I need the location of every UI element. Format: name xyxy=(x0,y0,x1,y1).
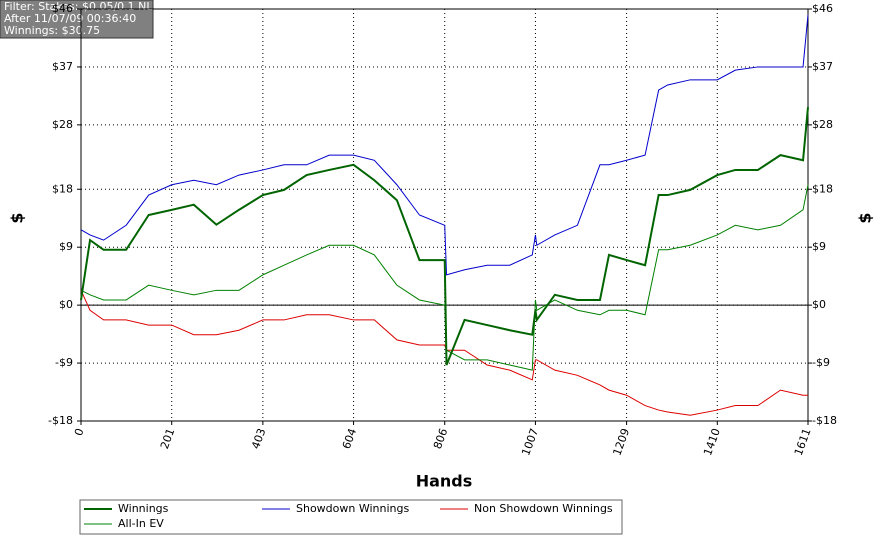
x-tick-label: 0 xyxy=(72,427,87,438)
y2-tick-label: $28 xyxy=(812,118,833,131)
y-tick-label: -$18 xyxy=(48,414,73,427)
y-tick-label: $18 xyxy=(52,182,73,195)
y2-tick-label: $18 xyxy=(812,182,833,195)
y2-tick-label: -$9 xyxy=(812,356,830,369)
legend-label: All-In EV xyxy=(118,517,164,530)
y2-tick-label: -$18 xyxy=(812,414,837,427)
legend-label: Showdown Winnings xyxy=(296,502,410,515)
y-tick-label: $46 xyxy=(52,2,73,15)
y2-axis-title: $ xyxy=(856,212,875,223)
filter-box xyxy=(0,0,154,39)
y-tick-label: $37 xyxy=(52,60,73,73)
x-tick-label: 201 xyxy=(158,427,177,451)
series-line xyxy=(80,14,809,276)
y-tick-label: -$9 xyxy=(55,356,73,369)
y-tick-label: $0 xyxy=(59,298,73,311)
legend-label: Winnings xyxy=(118,502,169,515)
x-tick-label: 604 xyxy=(340,427,359,451)
x-tick-label: 1007 xyxy=(519,427,541,458)
filter-text: Filter: Stakes: $0.05/0.1 NL xyxy=(4,0,153,13)
y-tick-label: $28 xyxy=(52,118,73,131)
filter-text: Winnings: $30.75 xyxy=(4,24,100,37)
series-line xyxy=(80,290,808,416)
legend xyxy=(79,499,623,535)
y2-tick-label: $9 xyxy=(812,240,826,253)
legend-label: Non Showdown Winnings xyxy=(474,502,613,515)
x-tick-label: 806 xyxy=(431,427,450,451)
x-tick-label: 403 xyxy=(249,427,268,451)
y2-tick-label: $0 xyxy=(812,298,826,311)
filter-text: After 11/07/09 00:36:40 xyxy=(4,12,136,25)
x-tick-label: 1611 xyxy=(792,427,814,458)
x-tick-label: 1410 xyxy=(701,427,723,458)
y2-tick-label: $37 xyxy=(812,60,833,73)
y-tick-label: $9 xyxy=(59,240,73,253)
y-axis-title: $ xyxy=(8,212,27,223)
x-tick-label: 1209 xyxy=(610,427,632,458)
series-line xyxy=(80,107,809,366)
y2-tick-label: $46 xyxy=(812,2,833,15)
x-axis-title: Hands xyxy=(416,472,473,491)
series-line xyxy=(80,184,809,371)
plot-area xyxy=(80,8,809,422)
